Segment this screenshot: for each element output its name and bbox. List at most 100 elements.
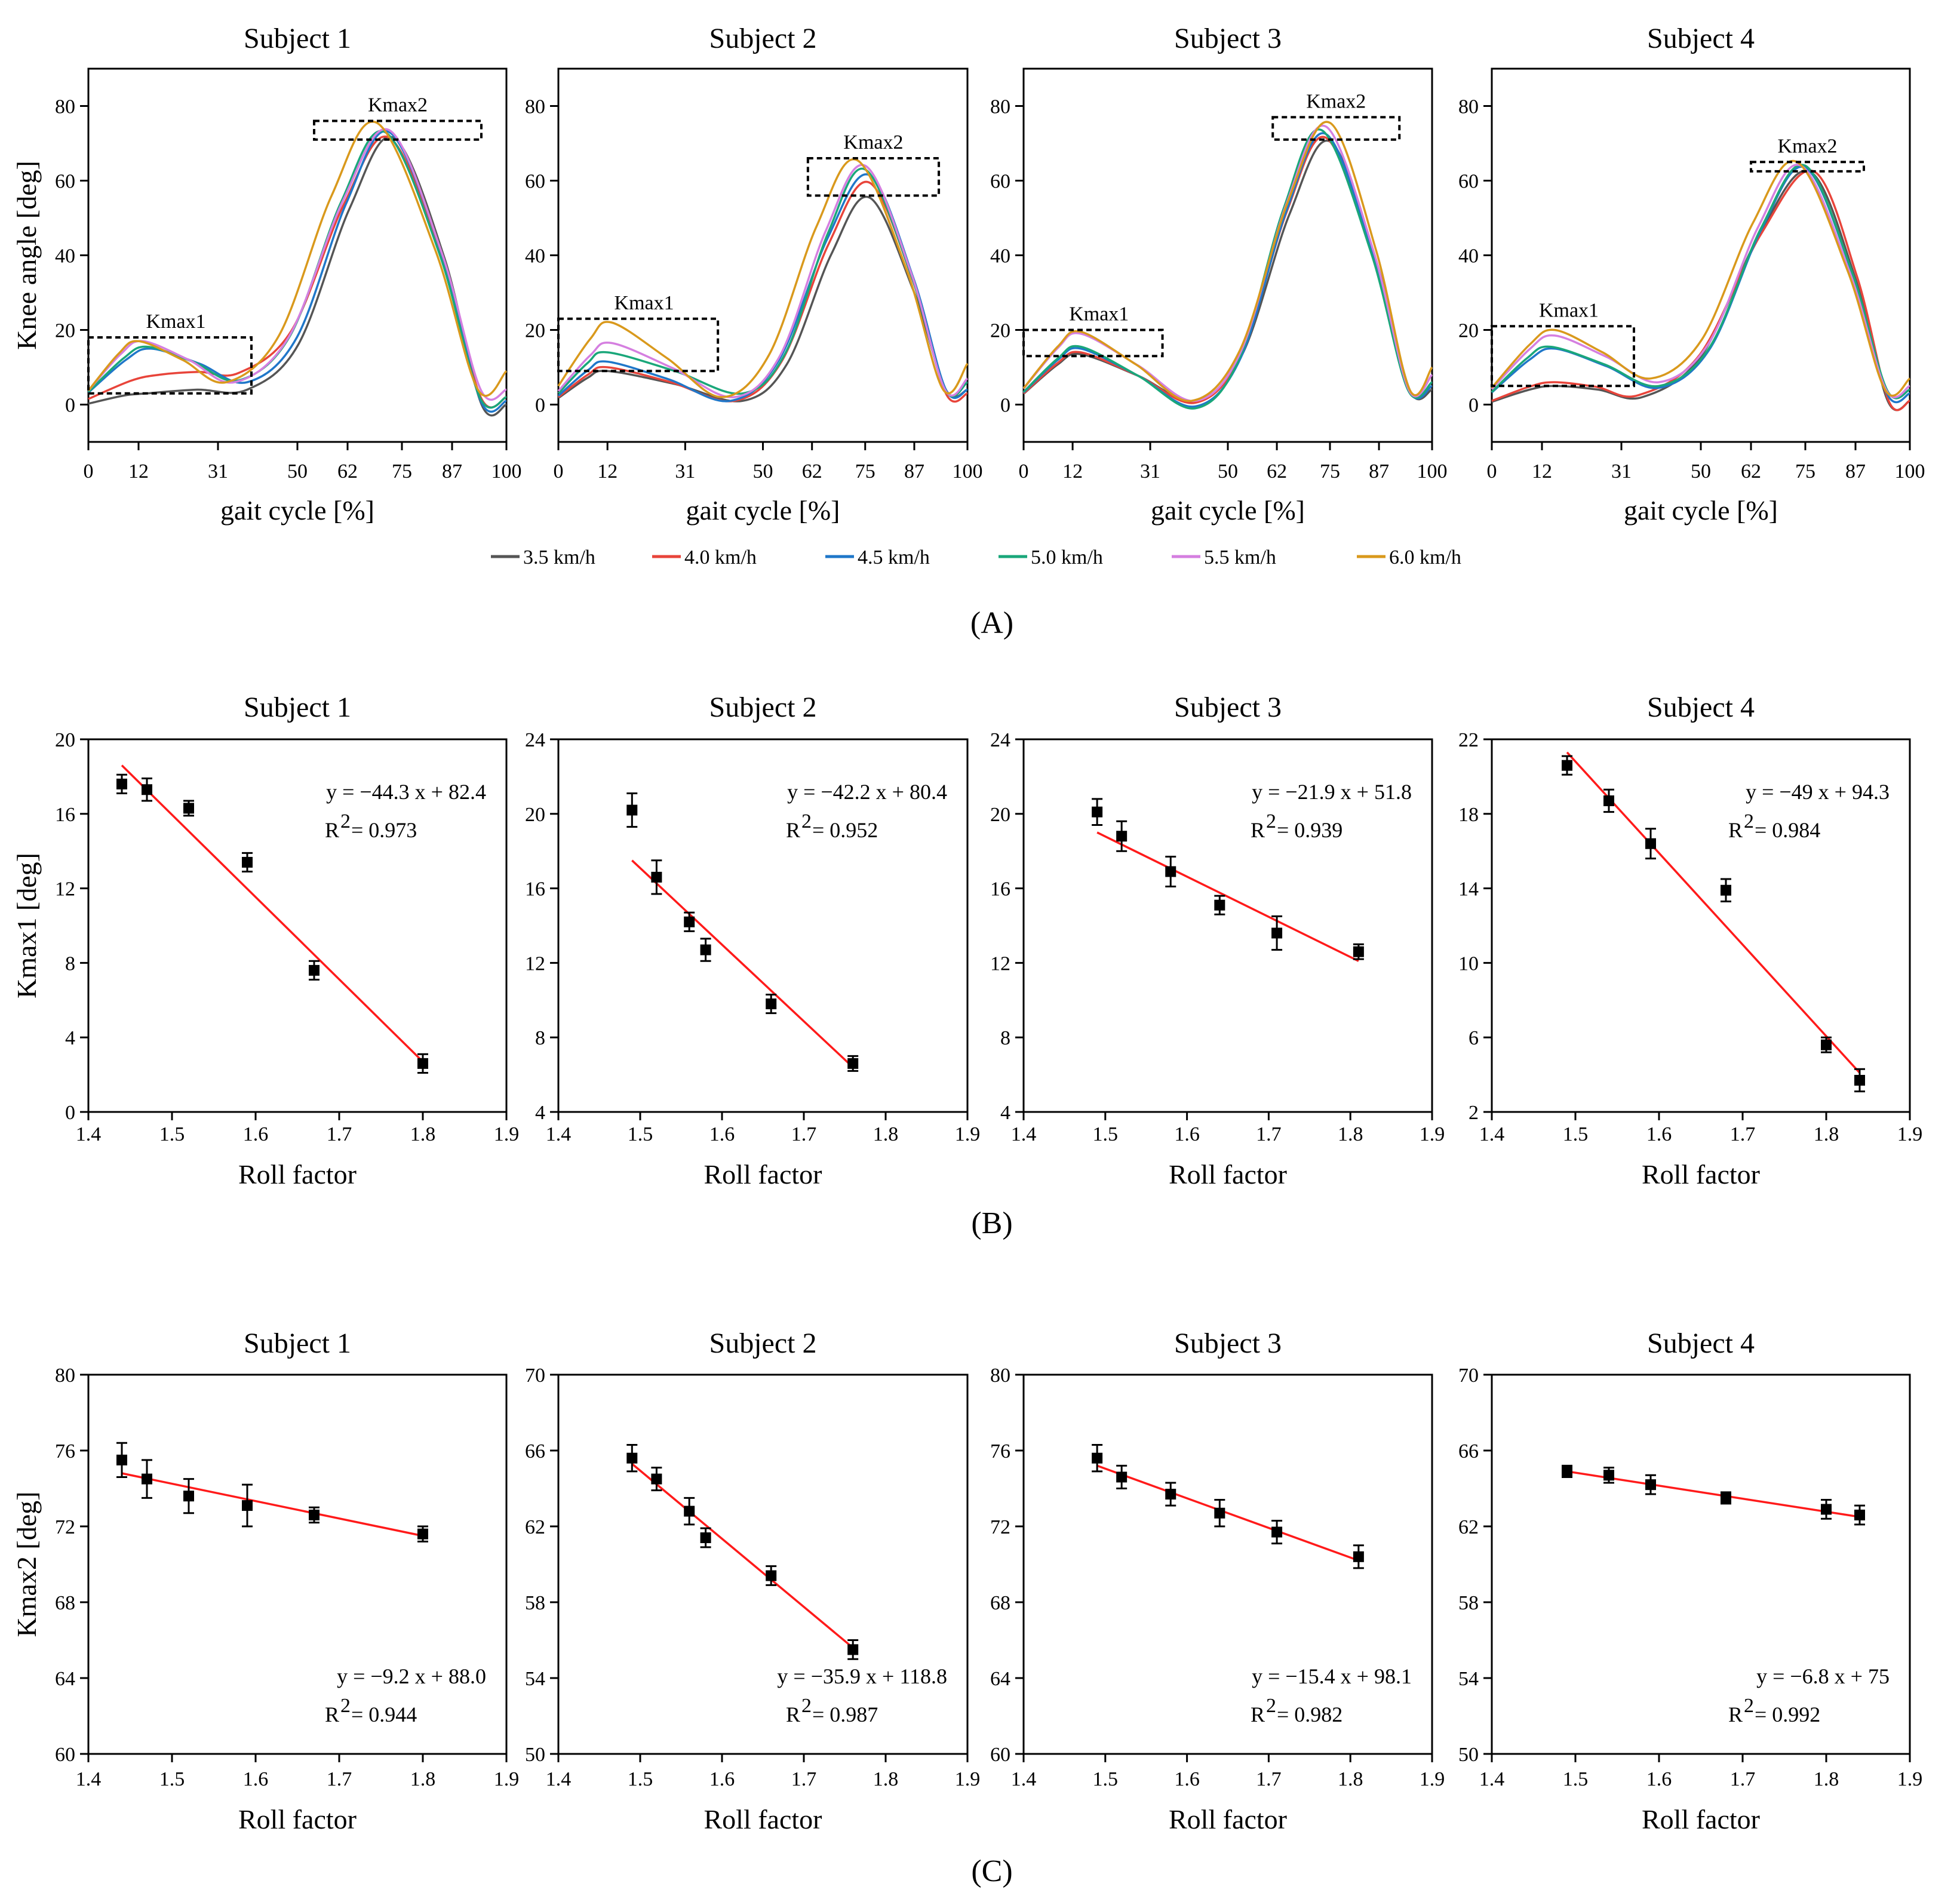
y-tick-label: 40 — [525, 245, 545, 268]
series-line-5.0-km-h — [87, 130, 507, 409]
series-line-4.5-km-h — [87, 130, 507, 413]
data-point — [766, 998, 777, 1010]
data-point — [847, 1058, 859, 1069]
data-point — [1562, 1465, 1572, 1477]
r-squared-prefix: R — [786, 818, 800, 842]
y-tick-label: 4 — [1000, 1102, 1010, 1124]
x-tick-label: 1.9 — [494, 1768, 520, 1790]
chart-title: Subject 2 — [709, 23, 817, 54]
r-squared-exponent: 2 — [1266, 1695, 1276, 1717]
x-tick-label: 1.4 — [546, 1768, 572, 1790]
x-tick-label: 1.6 — [1174, 1768, 1200, 1790]
y-tick-label: 40 — [55, 245, 75, 268]
y-tick-label: 66 — [525, 1440, 545, 1462]
chart-c-subject-2: Subject 2 1.4 1.5 1.6 1.7 1.8 1.9 50 54 58 62 66 70 R… — [525, 1328, 980, 1835]
x-axis-label: Roll factor — [1169, 1804, 1287, 1835]
kmax1-label: Kmax1 — [1539, 299, 1599, 321]
x-tick-label: 1.9 — [1420, 1123, 1445, 1145]
data-point — [1092, 1452, 1103, 1464]
x-tick-label: 12 — [1062, 460, 1083, 483]
data-point — [417, 1058, 428, 1069]
x-tick-label: 1.6 — [709, 1768, 735, 1790]
y-tick-label: 20 — [525, 320, 545, 342]
fit-equation: y = −15.4 x + 98.1 — [1252, 1664, 1412, 1688]
x-tick-label: 1.9 — [1897, 1123, 1923, 1145]
x-tick-label: 1.8 — [1814, 1123, 1839, 1145]
legend-label: 5.5 km/h — [1204, 546, 1276, 569]
y-tick-label: 54 — [525, 1668, 545, 1690]
y-tick-label: 80 — [990, 1365, 1010, 1387]
data-point — [1562, 760, 1572, 771]
series-line-5.5-km-h — [1022, 124, 1433, 402]
x-tick-label: 1.8 — [873, 1123, 899, 1145]
data-point — [1214, 899, 1225, 911]
data-point — [183, 1491, 194, 1502]
y-tick-label: 24 — [990, 729, 1010, 751]
data-point — [1092, 806, 1103, 818]
x-tick-label: 1.5 — [1563, 1768, 1589, 1790]
data-point — [626, 1452, 638, 1464]
fit-equation: y = −49 x + 94.3 — [1746, 780, 1890, 804]
data-point — [1603, 795, 1614, 806]
series-line-4.5-km-h — [1491, 165, 1910, 404]
y-tick-label: 16 — [990, 878, 1010, 901]
x-tick-label: 1.7 — [1730, 1768, 1756, 1790]
x-tick-label: 100 — [491, 460, 522, 483]
x-tick-label: 75 — [1795, 460, 1815, 483]
y-tick-label: 50 — [1458, 1744, 1479, 1766]
y-tick-label: 72 — [55, 1516, 75, 1538]
x-tick-label: 1.8 — [1814, 1768, 1839, 1790]
y-tick-label: 4 — [65, 1027, 75, 1049]
panel-label-c: (C) — [971, 1854, 1012, 1888]
x-axis-label: gait cycle [%] — [1151, 495, 1305, 526]
r-squared-value: = 0.992 — [1755, 1703, 1820, 1726]
x-axis-label: Roll factor — [704, 1804, 822, 1835]
x-tick-label: 1.7 — [327, 1123, 352, 1145]
y-axis-label: Knee angle [deg] — [11, 161, 42, 350]
legend-label: 3.5 km/h — [523, 546, 595, 569]
fit-line — [121, 764, 424, 1063]
kmax1-label: Kmax1 — [146, 311, 205, 333]
data-point — [1721, 1492, 1731, 1504]
x-tick-label: 1.9 — [955, 1768, 981, 1790]
x-tick-label: 75 — [392, 460, 412, 483]
kmax1-box — [1022, 328, 1164, 358]
data-point — [116, 1454, 127, 1465]
x-tick-label: 1.4 — [76, 1768, 102, 1790]
data-point — [1603, 1470, 1614, 1481]
series-line-6.0-km-h — [1022, 121, 1433, 402]
chart-c-subject-4: Subject 4 1.4 1.5 1.6 1.7 1.8 1.9 50 54 58 62 66 70 R… — [1458, 1328, 1922, 1835]
series-line-5.5-km-h — [1491, 164, 1910, 398]
y-tick-label: 58 — [525, 1592, 545, 1614]
series-line-4.0-km-h — [1491, 169, 1910, 411]
x-tick-label: 87 — [1369, 460, 1389, 483]
x-tick-label: 1.6 — [1646, 1123, 1672, 1145]
x-tick-label: 1.4 — [1011, 1123, 1037, 1145]
r-squared-value: = 0.952 — [812, 818, 878, 842]
kmax2-label: Kmax2 — [1777, 135, 1837, 157]
data-point — [242, 1500, 253, 1511]
y-tick-label: 0 — [1000, 395, 1010, 417]
data-point — [1116, 831, 1128, 842]
series-line-6.0-km-h — [87, 121, 508, 397]
plot-frame — [1491, 1374, 1911, 1755]
x-tick-label: 1.6 — [243, 1123, 269, 1145]
kmax2-box — [1271, 116, 1401, 141]
x-tick-label: 87 — [442, 460, 462, 483]
r-squared-exponent: 2 — [801, 1695, 812, 1717]
x-axis-label: Roll factor — [704, 1159, 822, 1190]
x-tick-label: 50 — [287, 460, 308, 483]
x-tick-label: 87 — [904, 460, 924, 483]
r-squared-exponent: 2 — [1744, 1695, 1754, 1717]
r-squared-prefix: R — [1251, 1703, 1265, 1726]
series-line-5.0-km-h — [1022, 128, 1433, 410]
y-tick-label: 20 — [55, 320, 75, 342]
x-tick-label: 50 — [753, 460, 773, 483]
chart-title: Subject 3 — [1174, 23, 1282, 54]
x-tick-label: 62 — [802, 460, 822, 483]
x-tick-label: 1.5 — [159, 1768, 185, 1790]
data-point — [766, 1570, 777, 1581]
r-squared-prefix: R — [1251, 818, 1265, 842]
y-tick-label: 24 — [525, 729, 545, 751]
